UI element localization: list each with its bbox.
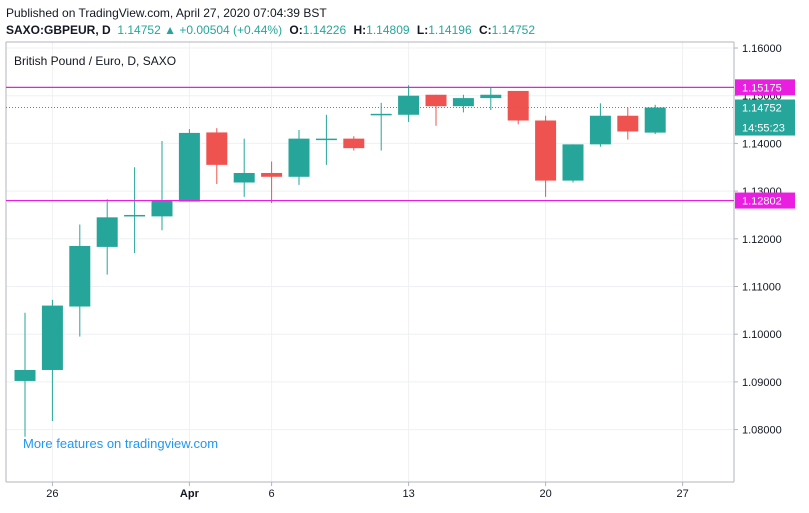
price-tick-label: 1.14000 bbox=[742, 138, 782, 150]
candle bbox=[96, 199, 118, 275]
candle-body bbox=[452, 98, 474, 107]
candle bbox=[617, 107, 639, 140]
candle bbox=[425, 94, 447, 126]
candle bbox=[562, 144, 584, 183]
candles bbox=[14, 85, 666, 437]
candle-body bbox=[178, 132, 200, 202]
candle bbox=[233, 138, 255, 197]
candle-body bbox=[589, 115, 611, 145]
candle-body bbox=[124, 214, 146, 217]
candle-body bbox=[535, 120, 557, 181]
candle-body bbox=[562, 144, 584, 181]
candle-body bbox=[69, 245, 91, 307]
bar-countdown-label: 14:55:23 bbox=[742, 123, 785, 135]
price-tick-label: 1.09000 bbox=[742, 377, 782, 389]
open-value: 1.14226 bbox=[302, 23, 347, 37]
level-price-tag bbox=[735, 192, 795, 209]
plot-title: British Pound / Euro, D, SAXO bbox=[14, 54, 176, 68]
candle bbox=[41, 299, 63, 422]
candle bbox=[398, 85, 420, 122]
candle bbox=[589, 103, 611, 147]
candle bbox=[535, 115, 557, 197]
candle-body bbox=[288, 138, 310, 177]
time-axis[interactable]: 26 Apr 6 13 20 27 bbox=[46, 482, 689, 500]
candle bbox=[644, 104, 666, 135]
published-note: Published on TradingView.com, April 27, … bbox=[6, 6, 327, 20]
last-price-value: 1.14752 bbox=[117, 23, 161, 37]
last-price-tag bbox=[735, 99, 795, 136]
low-value: 1.14196 bbox=[428, 23, 472, 37]
candle-body bbox=[151, 200, 173, 217]
candle bbox=[14, 312, 36, 437]
candle-body bbox=[480, 94, 502, 99]
high-label: H: bbox=[353, 23, 367, 37]
candle bbox=[343, 136, 365, 151]
candle-body bbox=[370, 113, 392, 116]
low-label: L: bbox=[416, 23, 429, 37]
tradingview-link[interactable]: More features on tradingview.com bbox=[23, 436, 218, 451]
candle bbox=[315, 114, 337, 165]
candle bbox=[206, 128, 228, 184]
price-tick-label: 1.08000 bbox=[742, 425, 782, 437]
candle bbox=[178, 129, 200, 202]
last-price-label: 1.14752 bbox=[742, 103, 782, 115]
open-label: O: bbox=[289, 23, 303, 37]
candle bbox=[261, 161, 283, 204]
time-tick-label: 20 bbox=[539, 488, 551, 500]
candle-body bbox=[315, 138, 337, 141]
candle-body bbox=[507, 90, 529, 121]
candle bbox=[370, 102, 392, 151]
candle bbox=[452, 94, 474, 113]
candle-body bbox=[398, 95, 420, 115]
close-value: 1.14752 bbox=[491, 23, 536, 37]
ohlc-legend: SAXO:GBPEUR, D 1.14752 ▲ +0.00504 (+0.44… bbox=[6, 23, 535, 37]
price-axis[interactable]: 1.160001.150001.140001.130001.120001.110… bbox=[734, 43, 782, 437]
time-tick-label: 6 bbox=[269, 488, 275, 500]
candle-body bbox=[96, 217, 118, 247]
candle-body bbox=[14, 369, 36, 381]
price-tick-label: 1.12000 bbox=[742, 234, 782, 246]
candle bbox=[69, 224, 91, 337]
change-up-icon: ▲ bbox=[164, 23, 176, 37]
candle bbox=[288, 130, 310, 185]
close-label: C: bbox=[478, 23, 492, 37]
level-price-tag bbox=[735, 79, 795, 96]
candle-body bbox=[644, 107, 666, 133]
level-price-label: 1.12802 bbox=[742, 196, 782, 208]
candle bbox=[124, 167, 146, 254]
horizontal-levels[interactable]: 1.15175 1.12802 1.14752 14:55:23 bbox=[6, 79, 795, 209]
high-value: 1.14809 bbox=[366, 23, 410, 37]
time-tick-label: 26 bbox=[46, 488, 58, 500]
time-tick-label: 13 bbox=[402, 488, 414, 500]
level-price-label: 1.15175 bbox=[742, 82, 782, 94]
candle bbox=[480, 87, 502, 111]
symbol-label[interactable]: SAXO:GBPEUR, D bbox=[6, 23, 111, 37]
candle-body bbox=[41, 305, 63, 370]
candle-body bbox=[617, 115, 639, 132]
candle-body bbox=[425, 94, 447, 107]
candle-body bbox=[233, 172, 255, 183]
change-value: +0.00504 (+0.44%) bbox=[179, 23, 283, 37]
time-tick-label: 27 bbox=[676, 488, 688, 500]
chart-header: Published on TradingView.com, April 27, … bbox=[0, 0, 809, 42]
candle-body bbox=[343, 138, 365, 149]
price-tick-label: 1.11000 bbox=[742, 282, 781, 294]
candle bbox=[151, 141, 173, 231]
candle-body bbox=[261, 172, 283, 177]
time-tick-label: Apr bbox=[180, 488, 200, 500]
price-tick-label: 1.10000 bbox=[742, 329, 782, 341]
price-tick-label: 1.16000 bbox=[742, 43, 782, 55]
candle bbox=[507, 90, 529, 125]
candle-body bbox=[206, 132, 228, 165]
